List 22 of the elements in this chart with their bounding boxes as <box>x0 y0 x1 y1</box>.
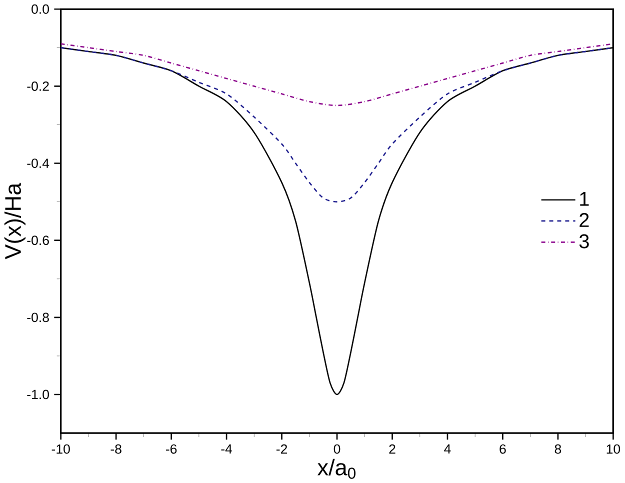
x-tick-label: -4 <box>221 444 232 454</box>
x-tick-label: 4 <box>444 444 451 454</box>
y-axis-title: V(x)/Ha <box>4 182 26 260</box>
y-tick-label: -0.8 <box>27 312 49 322</box>
x-tick-label: 2 <box>389 444 396 454</box>
legend-label: 1 <box>580 192 589 206</box>
y-tick-label: -0.6 <box>27 236 49 245</box>
x-tick-label: -10 <box>52 444 70 454</box>
y-tick-label: -0.2 <box>27 81 49 91</box>
x-axis-title: x/a$_{0}$ <box>317 458 356 479</box>
y-tick-label: -0.4 <box>27 158 50 168</box>
x-tick-label: 0 <box>334 444 340 454</box>
x-tick-label: -8 <box>110 444 122 454</box>
x-tick-label: -6 <box>166 444 177 454</box>
x-tick-label: 6 <box>500 444 506 454</box>
legend-label: 2 <box>580 212 589 227</box>
x-tick-label: 10 <box>606 444 620 454</box>
x-tick-label: -2 <box>276 444 288 454</box>
legend-label: 3 <box>579 234 589 248</box>
y-tick-label: 0.0 <box>32 4 49 14</box>
x-tick-label: 8 <box>554 444 562 454</box>
y-tick-label: -1.0 <box>27 390 49 400</box>
